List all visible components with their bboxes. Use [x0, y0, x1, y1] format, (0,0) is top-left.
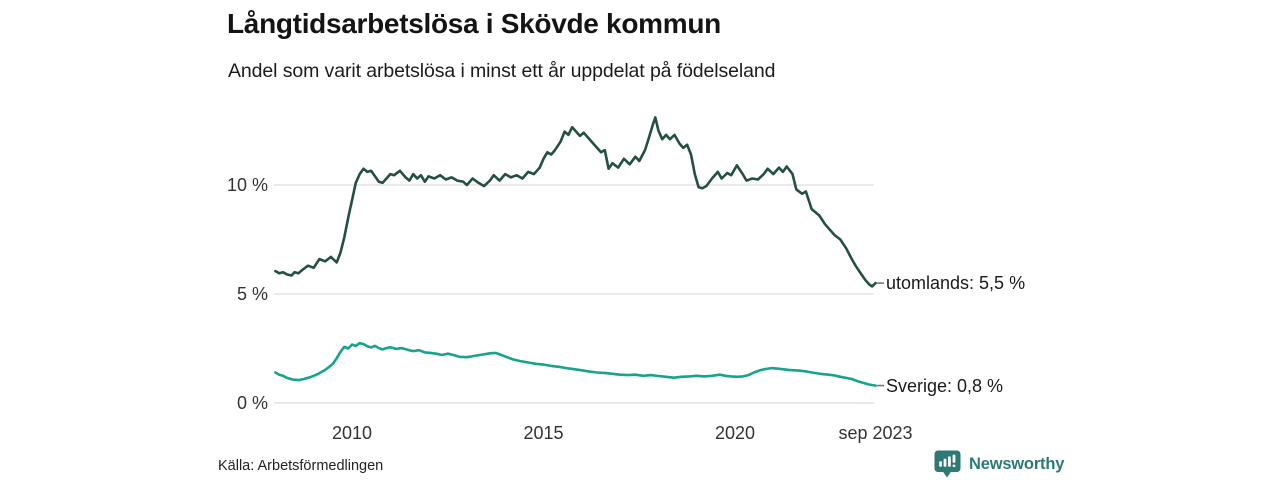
- y-axis-tick-label: 5 %: [236, 284, 268, 304]
- y-axis-tick-label: 0 %: [236, 393, 268, 413]
- x-axis-tick-label: sep 2023: [838, 423, 913, 443]
- chart-subtitle: Andel som varit arbetslösa i minst ett å…: [228, 60, 776, 82]
- source-note: Källa: Arbetsförmedlingen: [218, 458, 384, 474]
- page-title: Långtidsarbetslösa i Skövde kommun: [227, 8, 721, 39]
- x-axis-tick-label: 2015: [523, 423, 564, 443]
- series-end-label-utomlands: utomlands: 5,5 %: [886, 273, 1026, 294]
- y-axis-tick-label: 10 %: [226, 175, 268, 195]
- series-end-label-sverige: Sverige: 0,8 %: [886, 375, 1004, 396]
- series-line-utomlands: [274, 116, 877, 288]
- x-axis-tick-label: 2020: [714, 423, 756, 443]
- x-axis-tick-label: 2010: [331, 423, 373, 443]
- brand-name: Newsworthy: [969, 454, 1065, 473]
- series-line-sverige: [274, 341, 877, 387]
- newsworthy-brand: Newsworthy: [934, 449, 1064, 479]
- newsworthy-logo-icon: [934, 450, 961, 477]
